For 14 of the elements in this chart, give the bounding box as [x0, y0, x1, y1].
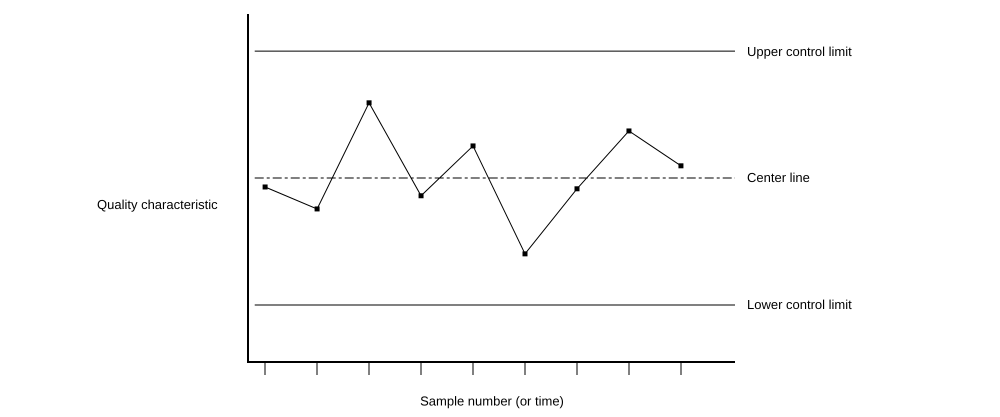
point: [366, 100, 372, 106]
ref-line-label: Center line: [747, 170, 810, 185]
y-axis-title: Quality characteristic: [97, 197, 218, 212]
point: [470, 143, 476, 148]
point: [678, 163, 684, 168]
point: [314, 206, 320, 212]
point: [418, 193, 424, 198]
x-axis-title: Sample number (or time): [420, 394, 564, 409]
ref-line-label: Upper control limit: [747, 44, 852, 59]
ref-line-label: Lower control limit: [747, 297, 852, 312]
point: [626, 128, 632, 134]
point: [262, 184, 268, 190]
point: [574, 186, 580, 192]
point: [522, 251, 528, 256]
